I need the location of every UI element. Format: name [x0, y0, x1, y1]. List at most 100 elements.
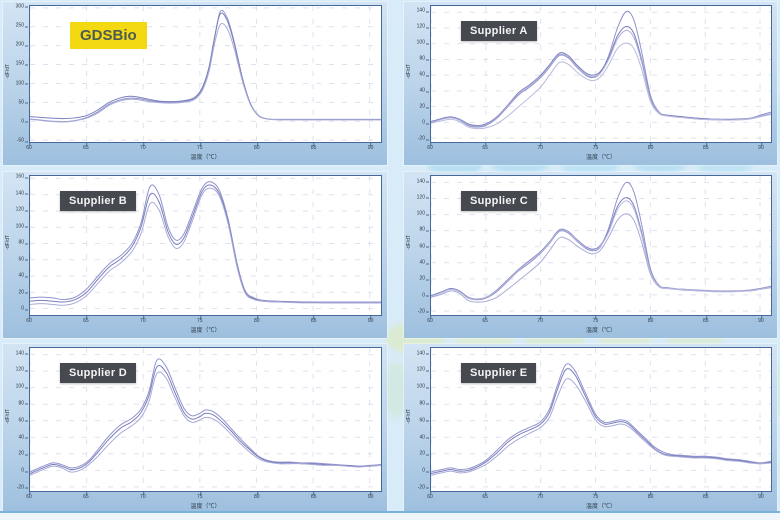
x-tick-label: 80 — [253, 492, 260, 500]
x-tick-label: 65 — [83, 492, 89, 500]
x-axis-ticks: 60 65 70 75 80 85 90 — [427, 316, 772, 325]
y-axis-ticks: 140 120 100 80 60 40 20 0 -20 — [404, 175, 430, 316]
x-tick-label: 75 — [592, 492, 599, 500]
y-axis-ticks: 160 140 120 100 80 60 40 20 0 — [3, 173, 29, 316]
melt-curves — [30, 176, 381, 315]
curve-replicate-2 — [30, 365, 381, 473]
y-tick-label: 150 — [15, 60, 29, 67]
x-axis-title: 温度（℃） — [190, 504, 221, 510]
x-tick-label: 70 — [140, 143, 146, 151]
y-tick-label: 80 — [18, 239, 28, 246]
curve-replicate-3 — [30, 188, 381, 305]
y-tick-label: 100 — [416, 39, 430, 46]
chart-label: Supplier E — [461, 363, 537, 383]
y-tick-label: 40 — [18, 434, 28, 441]
chart-label: Supplier D — [60, 363, 137, 383]
x-tick-label: 85 — [703, 143, 709, 151]
x-tick-label: 80 — [253, 143, 260, 151]
x-tick-label: 85 — [310, 143, 317, 151]
x-axis-title: 温度（℃） — [585, 328, 616, 334]
x-tick-label: 65 — [482, 492, 488, 500]
y-tick-label: 160 — [15, 173, 29, 180]
y-tick-label: 60 — [419, 71, 429, 78]
x-axis-title: 温度（℃） — [190, 328, 221, 334]
chart-label: Supplier B — [60, 191, 137, 211]
x-tick-label: 70 — [140, 492, 146, 500]
curve-replicate-3 — [431, 379, 771, 476]
x-tick-label: 70 — [537, 143, 544, 151]
x-tick-label: 85 — [310, 316, 317, 324]
y-tick-label: 140 — [15, 350, 29, 357]
x-tick-label: 80 — [647, 492, 654, 500]
x-axis-ticks: 60 65 70 75 80 85 90 — [26, 492, 382, 501]
y-tick-label: 40 — [18, 272, 28, 279]
x-tick-label: 60 — [26, 316, 32, 324]
y-tick-label: -20 — [16, 484, 29, 491]
curve-replicate-3 — [30, 372, 381, 475]
x-tick-label: 60 — [427, 492, 433, 500]
x-tick-label: 90 — [758, 492, 764, 500]
x-tick-label: 75 — [197, 492, 203, 500]
x-tick-label: 70 — [140, 316, 146, 324]
y-tick-label: -20 — [417, 135, 430, 142]
plot-area: Supplier C — [430, 175, 772, 316]
curve-replicate-2 — [431, 198, 771, 299]
x-tick-label: 75 — [197, 316, 203, 324]
y-tick-label: 20 — [419, 450, 429, 457]
y-axis-ticks: 140 120 100 80 60 40 20 0 -20 — [404, 5, 430, 143]
y-tick-label: 20 — [419, 103, 429, 110]
y-tick-label: 80 — [419, 55, 429, 62]
x-tick-label: 90 — [367, 492, 374, 500]
y-tick-label: -20 — [417, 308, 430, 315]
y-tick-label: 100 — [15, 223, 29, 230]
x-axis-ticks: 60 65 70 75 80 85 90 — [26, 143, 382, 152]
y-tick-label: 40 — [419, 87, 429, 94]
melt-curves — [431, 348, 771, 491]
x-tick-label: 75 — [592, 143, 599, 151]
grid-lines — [431, 348, 771, 491]
grid-lines — [30, 6, 381, 142]
curve-replicate-3 — [30, 23, 381, 122]
x-tick-label: 60 — [26, 492, 32, 500]
x-tick-label: 65 — [482, 143, 488, 151]
y-tick-label: 120 — [416, 194, 430, 201]
x-tick-label: 75 — [197, 143, 203, 151]
y-axis-ticks: 140 120 100 80 60 40 20 0 -20 — [404, 347, 430, 492]
y-tick-label: 100 — [416, 383, 430, 390]
curve-replicate-3 — [431, 214, 771, 302]
chart-panel-gdsbio: -dF/dT 300 250 200 150 100 50 0 -50 GDSBio 60 65… — [3, 2, 387, 165]
x-tick-label: 90 — [758, 143, 764, 151]
grid-lines — [431, 176, 771, 315]
x-axis-title: 温度（℃） — [585, 504, 616, 510]
y-tick-label: 20 — [18, 289, 28, 296]
y-tick-label: 0 — [21, 305, 28, 312]
window-bottom-edge — [0, 511, 780, 520]
y-tick-label: 120 — [15, 366, 29, 373]
x-tick-label: 80 — [253, 316, 260, 324]
y-tick-label: 250 — [15, 22, 29, 29]
y-tick-label: 140 — [416, 350, 430, 357]
chart-panel-supplier-a: -dF/dT 140 120 100 80 60 40 20 0 -20 Supplier A … — [404, 2, 777, 165]
curve-replicate-1 — [431, 364, 771, 472]
grid-lines — [30, 176, 381, 315]
y-tick-label: -50 — [16, 137, 29, 144]
y-tick-label: 0 — [422, 292, 429, 299]
melt-curves — [30, 348, 381, 491]
y-tick-label: 60 — [419, 243, 429, 250]
y-tick-label: 100 — [15, 80, 29, 87]
x-tick-label: 65 — [83, 143, 89, 151]
y-tick-label: 0 — [422, 467, 429, 474]
y-tick-label: 80 — [419, 400, 429, 407]
y-tick-label: 140 — [15, 190, 29, 197]
y-tick-label: 80 — [18, 400, 28, 407]
curve-replicate-4 — [431, 43, 771, 129]
x-axis-ticks: 60 65 70 75 80 85 90 — [427, 492, 772, 501]
curve-replicate-4 — [431, 201, 771, 299]
x-tick-label: 85 — [310, 492, 317, 500]
curve-replicate-2 — [431, 26, 771, 125]
y-tick-label: 100 — [15, 383, 29, 390]
chart-panel-supplier-e: -dF/dT 140 120 100 80 60 40 20 0 -20 Supplier E … — [404, 344, 777, 514]
curve-replicate-2 — [431, 369, 771, 474]
chart-label: Supplier A — [461, 21, 537, 41]
